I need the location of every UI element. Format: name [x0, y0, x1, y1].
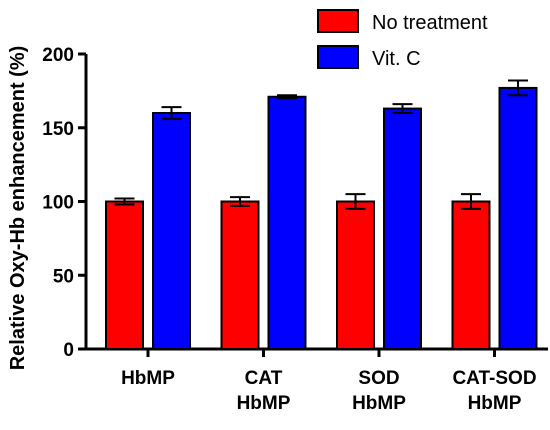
legend-swatch	[317, 9, 359, 33]
error-bars-group	[114, 79, 528, 210]
y-tick-label: 150	[42, 119, 74, 140]
bar-no-treatment	[105, 200, 144, 350]
axes: 0 50 100 150 200 HbMP CAT HbMP SOD HbMP CAT-SOD HbM…	[42, 45, 548, 414]
x-tick-label: HbMP	[121, 368, 175, 389]
bar-no-treatment	[336, 200, 375, 350]
bars-group	[105, 86, 538, 351]
bar-vit-c	[267, 95, 307, 351]
y-tick-label: 0	[63, 340, 74, 361]
x-tick-label: CAT-SOD	[452, 368, 536, 389]
x-tick-label: HbMP	[468, 393, 522, 414]
y-axis-label: Relative Oxy-Hb enhancement (%)	[7, 46, 29, 371]
y-tick-label: 100	[42, 193, 74, 214]
bar-vit-c	[383, 107, 422, 350]
bar-no-treatment	[220, 200, 260, 350]
legend-label: No treatment	[372, 12, 488, 34]
x-tick-label: HbMP	[352, 393, 406, 414]
legend: No treatment Vit. C	[317, 9, 488, 70]
legend-swatch	[317, 45, 359, 69]
x-tick-label: HbMP	[237, 393, 291, 414]
y-tick-label: 50	[53, 266, 74, 287]
bar-vit-c	[152, 112, 191, 350]
legend-label: Vit. C	[372, 48, 421, 70]
x-tick-label: SOD	[358, 368, 399, 389]
bar-no-treatment	[451, 200, 491, 350]
y-tick-label: 200	[42, 45, 74, 66]
x-tick-label: CAT	[245, 368, 283, 389]
bar-vit-c	[498, 86, 538, 351]
